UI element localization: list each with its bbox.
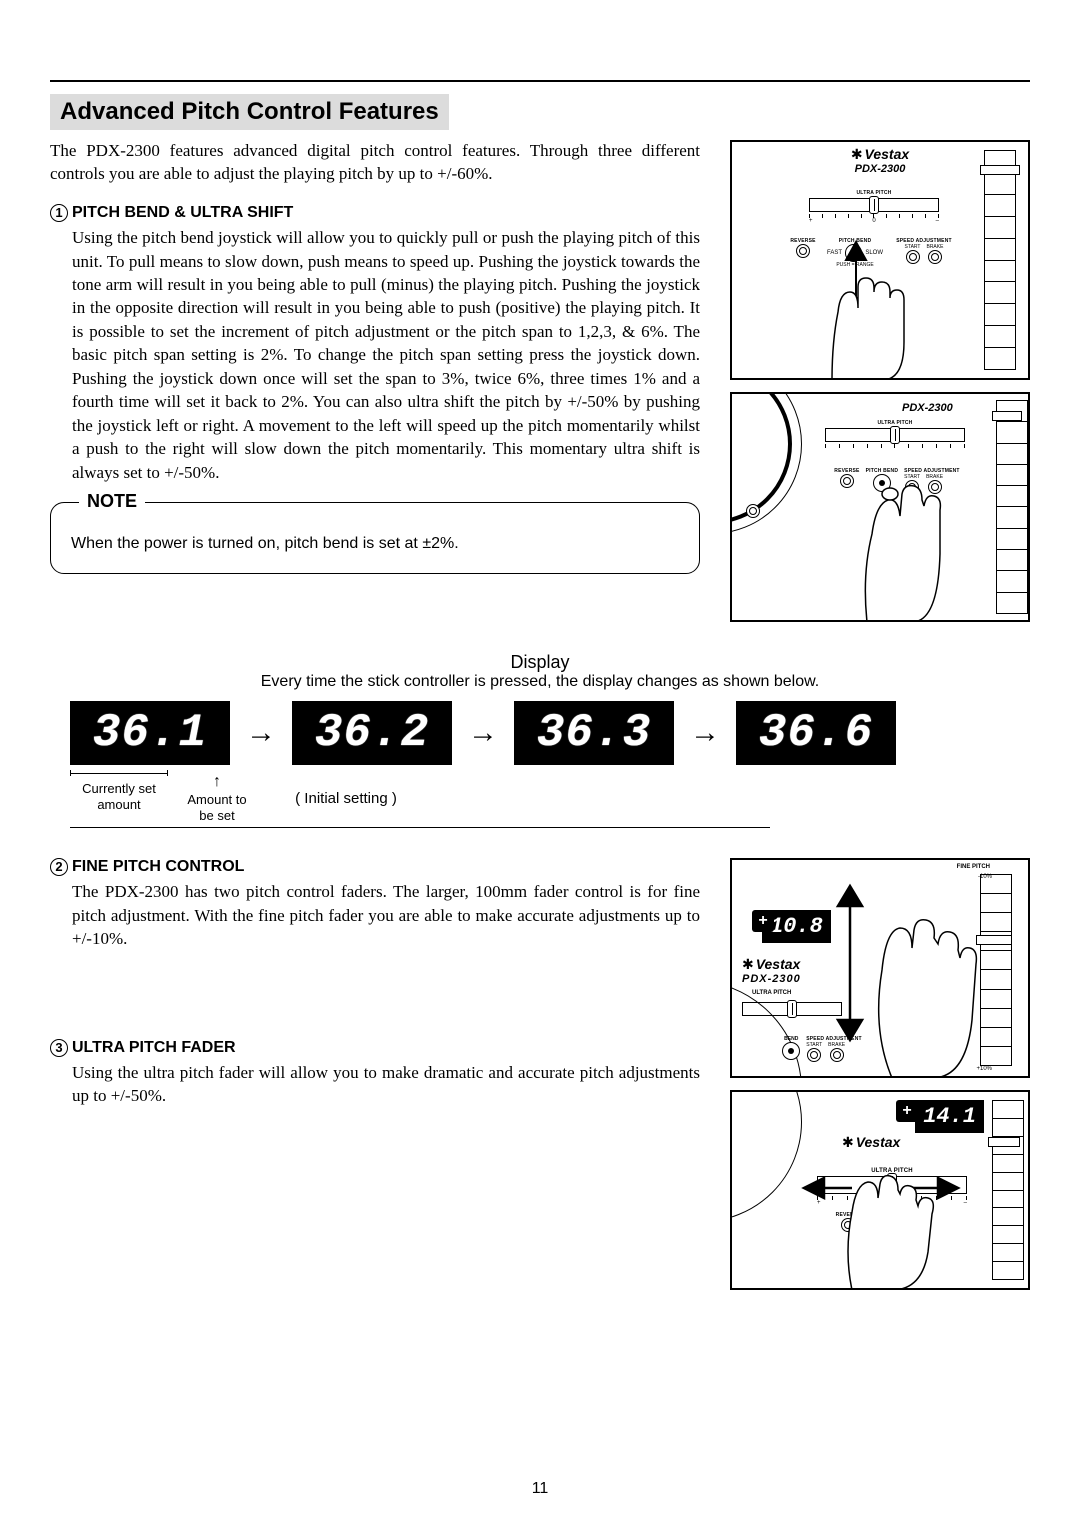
section-2-heading: 2FINE PITCH CONTROL: [50, 858, 700, 876]
model-label: PDX-2300: [851, 163, 909, 175]
reverse-button: [796, 244, 810, 258]
brake-knob: [928, 250, 942, 264]
display-title: Display: [50, 652, 1030, 673]
intro-text: The PDX-2300 features advanced digital p…: [50, 140, 700, 186]
zero-label: 0: [872, 218, 875, 224]
start-knob: [906, 250, 920, 264]
arrow-icon: →: [468, 716, 498, 750]
note-box: NOTE When the power is turned on, pitch …: [50, 502, 700, 574]
speed-adj-label: SPEED ADJUSTMENT: [889, 238, 959, 244]
diagram-ultra-pitch: 14.1 + ✱ Vestax ULTRA PITCH +: [730, 1090, 1030, 1290]
model-label-2: PDX-2300: [902, 402, 953, 414]
brand-logo: Vestax: [865, 146, 910, 162]
page-title: Advanced Pitch Control Features: [50, 94, 449, 130]
display-subtitle: Every time the stick controller is press…: [50, 673, 1030, 691]
lcd-3: 36.3: [514, 701, 674, 765]
heading-2-text: FINE PITCH CONTROL: [72, 858, 244, 875]
section-2-body: The PDX-2300 has two pitch control fader…: [72, 880, 700, 950]
section-3-heading: 3ULTRA PITCH FADER: [50, 1039, 700, 1057]
top-horizontal-rule: [50, 80, 1030, 82]
lcd-ultra: 14.1: [915, 1100, 984, 1133]
section-1-heading: 1PITCH BEND & ULTRA SHIFT: [50, 204, 700, 222]
initial-setting-label: ( Initial setting ): [266, 790, 426, 807]
fine-pitch-fader-2: [996, 400, 1018, 614]
spindle: [746, 504, 760, 518]
page-number: 11: [0, 1480, 1080, 1498]
lcd-annotations: Currently set amount ↑ Amount to be set …: [70, 773, 1030, 823]
plus-label: +: [809, 218, 813, 224]
heading-1-text: PITCH BEND & ULTRA SHIFT: [72, 204, 293, 221]
note-label: NOTE: [79, 491, 145, 512]
section-3-body: Using the ultra pitch fader will allow y…: [72, 1061, 700, 1108]
minus-label: –: [936, 218, 939, 224]
diagram-fine-pitch: 10.8 + ✱ Vestax PDX-2300 ULTRA PITCH FIN…: [730, 858, 1030, 1078]
bracket-currently-set: Currently set amount: [70, 773, 168, 812]
lcd-1: 36.1: [70, 701, 230, 765]
joystick: [845, 244, 862, 262]
section-2-row: 2FINE PITCH CONTROL The PDX-2300 has two…: [50, 858, 1030, 1302]
section-1-row: The PDX-2300 features advanced digital p…: [50, 140, 1030, 634]
plus-10-label: +10%: [976, 1066, 992, 1072]
section-1-diagrams: ✱ Vestax PDX-2300 ULTRA PITCH +: [730, 140, 1030, 634]
diagram-pitch-bend-push: PDX-2300 ULTRA PITCH REVERSE PITCH BEND …: [730, 392, 1030, 622]
lcd-2: 36.2: [292, 701, 452, 765]
heading-3-text: ULTRA PITCH FADER: [72, 1039, 236, 1056]
section-1-text-col: The PDX-2300 features advanced digital p…: [50, 140, 700, 574]
lcd-sequence: 36.1 → 36.2 → 36.3 → 36.6: [70, 701, 1030, 765]
section-1-body: Using the pitch bend joystick will allow…: [72, 226, 700, 484]
plus-badge: +: [752, 910, 774, 932]
circled-number-3: 3: [50, 1039, 68, 1057]
circled-number-1: 1: [50, 204, 68, 222]
arrow-icon: →: [690, 716, 720, 750]
arrow-icon: →: [246, 716, 276, 750]
circled-number-2: 2: [50, 858, 68, 876]
fine-pitch-fader: [984, 150, 1012, 370]
lcd-4: 36.6: [736, 701, 896, 765]
note-text: When the power is turned on, pitch bend …: [71, 535, 459, 552]
diagram-pitch-bend-vertical: ✱ Vestax PDX-2300 ULTRA PITCH +: [730, 140, 1030, 380]
